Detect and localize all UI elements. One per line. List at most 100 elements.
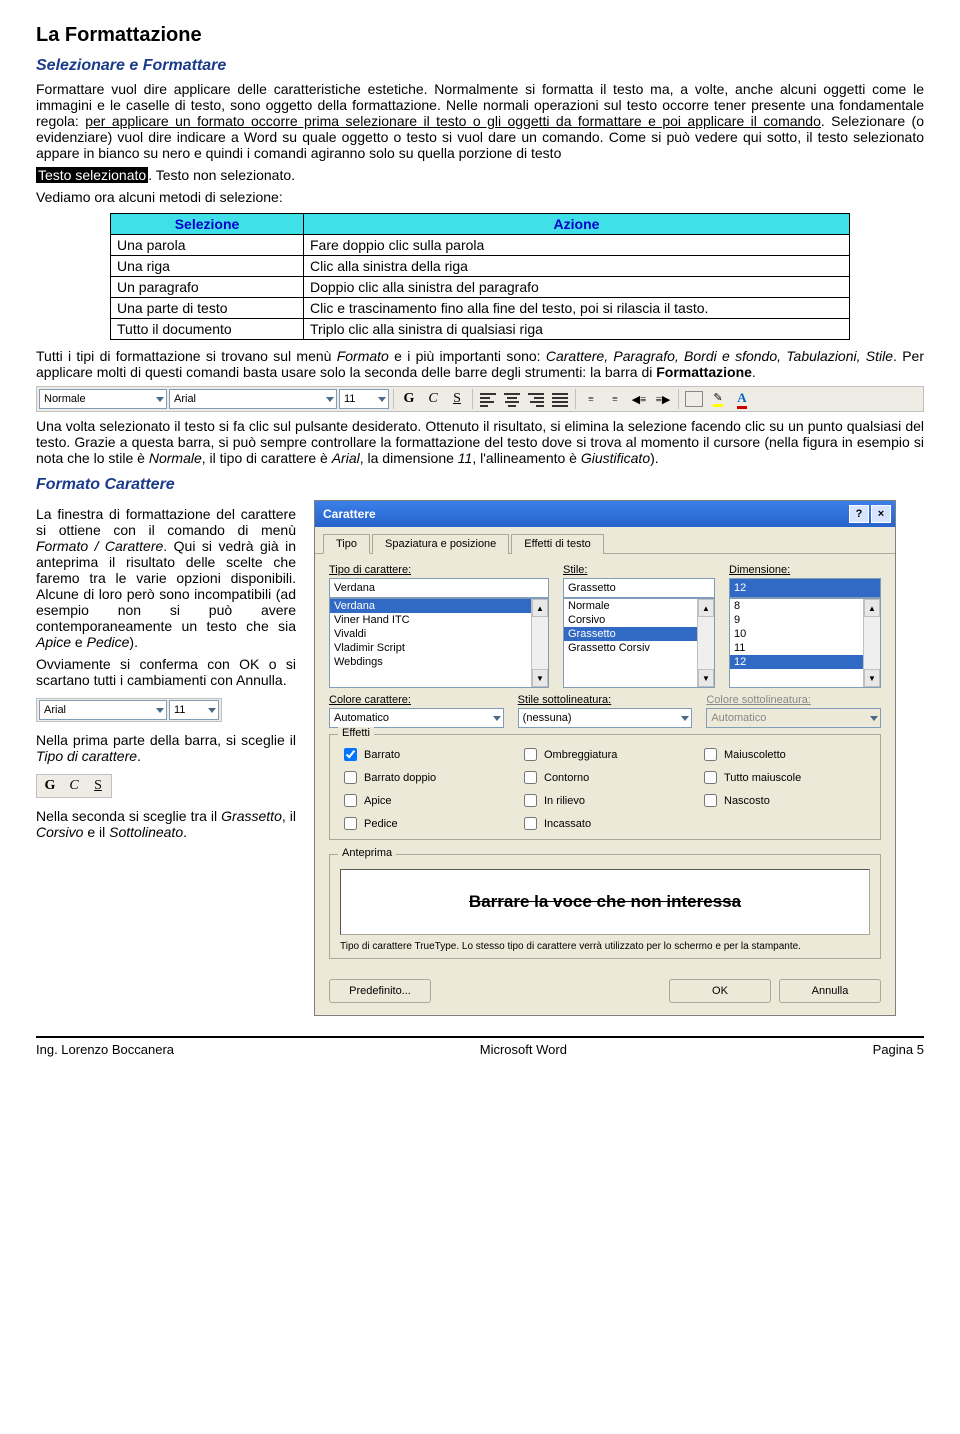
underline-style-combo[interactable]: (nessuna) [518,708,693,728]
text-bold: Formattazione [656,364,752,380]
text: Nella prima parte della barra, si scegli… [36,732,296,748]
list-item[interactable]: Grassetto Corsiv [564,641,714,655]
checkbox-tutto-maiuscole[interactable]: Tutto maiuscole [700,768,870,787]
checkbox-pedice[interactable]: Pedice [340,814,510,833]
scroll-up-icon[interactable]: ▲ [864,599,880,617]
mini-font-combo[interactable]: Arial [39,700,167,720]
text: , il [282,808,296,824]
checkbox-barrato[interactable]: Barrato [340,745,510,764]
mini-italic-button[interactable]: C [63,776,85,796]
checkbox-contorno[interactable]: Contorno [520,768,690,787]
list-item[interactable]: 9 [730,613,880,627]
list-item[interactable]: Verdana [330,599,548,613]
toolbar-separator [575,389,576,409]
mini-underline-button[interactable]: S [87,776,109,796]
list-item[interactable]: Vivaldi [330,627,548,641]
cancel-button[interactable]: Annulla [779,979,881,1003]
checkbox-barrato-doppio[interactable]: Barrato doppio [340,768,510,787]
checkbox-maiuscoletto[interactable]: Maiuscoletto [700,745,870,764]
list-item[interactable]: Corsivo [564,613,714,627]
style-listbox[interactable]: Normale Corsivo Grassetto Grassetto Cors… [563,598,715,688]
scrollbar[interactable]: ▲▼ [531,599,548,687]
checkbox-input[interactable] [704,748,717,761]
list-item[interactable]: 12 [730,655,880,669]
size-combo[interactable]: 11 [339,389,389,409]
size-input[interactable] [729,578,881,598]
bullet-list-button[interactable]: ≡ [604,389,626,409]
scrollbar[interactable]: ▲▼ [863,599,880,687]
text-italic: 11 [458,450,473,466]
border-button[interactable] [683,389,705,409]
checkbox-input[interactable] [704,771,717,784]
help-button[interactable]: ? [849,505,869,523]
checkbox-input[interactable] [344,748,357,761]
align-right-button[interactable] [525,389,547,409]
tab-effetti[interactable]: Effetti di testo [511,534,603,554]
checkbox-input[interactable] [344,817,357,830]
list-item[interactable]: Grassetto [564,627,714,641]
underline-button[interactable]: S [446,389,468,409]
scroll-down-icon[interactable]: ▼ [698,669,714,687]
list-item[interactable]: Vladimir Script [330,641,548,655]
numbered-list-button[interactable]: ≡ [580,389,602,409]
text-italic: Grassetto [221,808,282,824]
list-item[interactable]: 10 [730,627,880,641]
font-combo-value: Arial [174,393,196,405]
list-item[interactable]: Normale [564,599,714,613]
font-label: Tipo di carattere: [329,564,549,576]
dropdown-arrow-icon [208,708,216,713]
footer-left: Ing. Lorenzo Boccanera [36,1042,174,1057]
bold-button[interactable]: G [398,389,420,409]
scroll-down-icon[interactable]: ▼ [864,669,880,687]
scroll-up-icon[interactable]: ▲ [532,599,548,617]
list-item[interactable]: Viner Hand ITC [330,613,548,627]
checkbox-input[interactable] [344,794,357,807]
list-item[interactable]: 11 [730,641,880,655]
checkbox-input[interactable] [524,817,537,830]
decrease-indent-button[interactable]: ◀≡ [628,389,650,409]
size-listbox[interactable]: 8 9 10 11 12 ▲▼ [729,598,881,688]
checkbox-rilievo[interactable]: In rilievo [520,791,690,810]
scroll-up-icon[interactable]: ▲ [698,599,714,617]
scrollbar[interactable]: ▲▼ [697,599,714,687]
checkbox-nascosto[interactable]: Nascosto [700,791,870,810]
style-combo[interactable]: Normale [39,389,167,409]
color-combo[interactable]: Automatico [329,708,504,728]
increase-indent-button[interactable]: ≡▶ [652,389,674,409]
style-input[interactable] [563,578,715,598]
checkbox-apice[interactable]: Apice [340,791,510,810]
table-cell: Una parte di testo [111,298,304,319]
italic-button[interactable]: C [422,389,444,409]
font-combo[interactable]: Arial [169,389,337,409]
checkbox-label: In rilievo [544,795,585,807]
list-item[interactable]: Webdings [330,655,548,669]
font-input[interactable] [329,578,549,598]
tab-spaziatura[interactable]: Spaziatura e posizione [372,534,509,554]
mini-size-combo[interactable]: 11 [169,700,219,720]
text: . [137,748,141,764]
text-italic: Corsivo [36,824,83,840]
checkbox-incassato[interactable]: Incassato [520,814,690,833]
align-center-button[interactable] [501,389,523,409]
checkbox-input[interactable] [344,771,357,784]
checkbox-input[interactable] [524,771,537,784]
highlight-color-button[interactable]: ✎ [707,389,729,409]
tab-tipo[interactable]: Tipo [323,534,370,554]
text: . [752,364,756,380]
checkbox-label: Barrato doppio [364,772,436,784]
align-justify-button[interactable] [549,389,571,409]
default-button[interactable]: Predefinito... [329,979,431,1003]
scroll-down-icon[interactable]: ▼ [532,669,548,687]
font-listbox[interactable]: Verdana Viner Hand ITC Vivaldi Vladimir … [329,598,549,688]
font-color-button[interactable]: A [731,389,753,409]
checkbox-ombreggiatura[interactable]: Ombreggiatura [520,745,690,764]
ok-button[interactable]: OK [669,979,771,1003]
checkbox-input[interactable] [704,794,717,807]
checkbox-input[interactable] [524,748,537,761]
close-button[interactable]: × [871,505,891,523]
mini-bold-button[interactable]: G [39,776,61,796]
dropdown-arrow-icon [493,716,501,721]
checkbox-input[interactable] [524,794,537,807]
align-left-button[interactable] [477,389,499,409]
list-item[interactable]: 8 [730,599,880,613]
